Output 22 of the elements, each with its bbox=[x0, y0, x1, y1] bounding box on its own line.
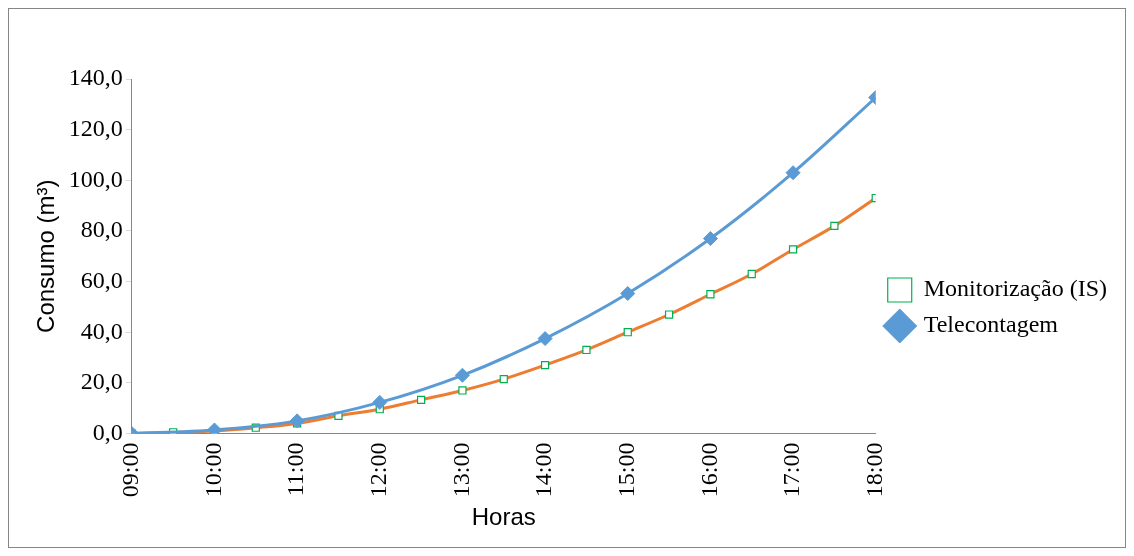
y-tick-label: 40,0 bbox=[80, 317, 123, 344]
x-tick-label: 09:00 bbox=[117, 442, 144, 498]
y-tick-label: 140,0 bbox=[68, 64, 123, 91]
x-tick-label: 12:00 bbox=[365, 442, 392, 498]
x-tick-label: 16:00 bbox=[695, 442, 722, 498]
x-tick-label: 15:00 bbox=[613, 442, 640, 498]
legend-label: Telecontagem bbox=[923, 311, 1059, 338]
y-tick-label: 120,0 bbox=[68, 114, 123, 141]
y-tick-label: 60,0 bbox=[80, 266, 123, 293]
y-tick-label: 20,0 bbox=[80, 368, 123, 395]
x-tick-label: 17:00 bbox=[778, 442, 805, 498]
y-tick-label: 0,0 bbox=[92, 418, 123, 445]
x-tick-label: 18:00 bbox=[861, 442, 888, 498]
x-tick-label: 11:00 bbox=[282, 442, 309, 497]
x-tick-label: 14:00 bbox=[530, 442, 557, 498]
x-tick-label: 10:00 bbox=[199, 442, 226, 498]
y-tick-label: 80,0 bbox=[80, 216, 123, 243]
x-axis-title: Horas bbox=[471, 503, 536, 531]
y-tick-label: 100,0 bbox=[68, 165, 123, 192]
legend-label: Monitorização (IS) bbox=[923, 275, 1108, 302]
y-axis-title: Consumo (m³) bbox=[32, 179, 60, 333]
x-tick-label: 13:00 bbox=[447, 442, 474, 498]
